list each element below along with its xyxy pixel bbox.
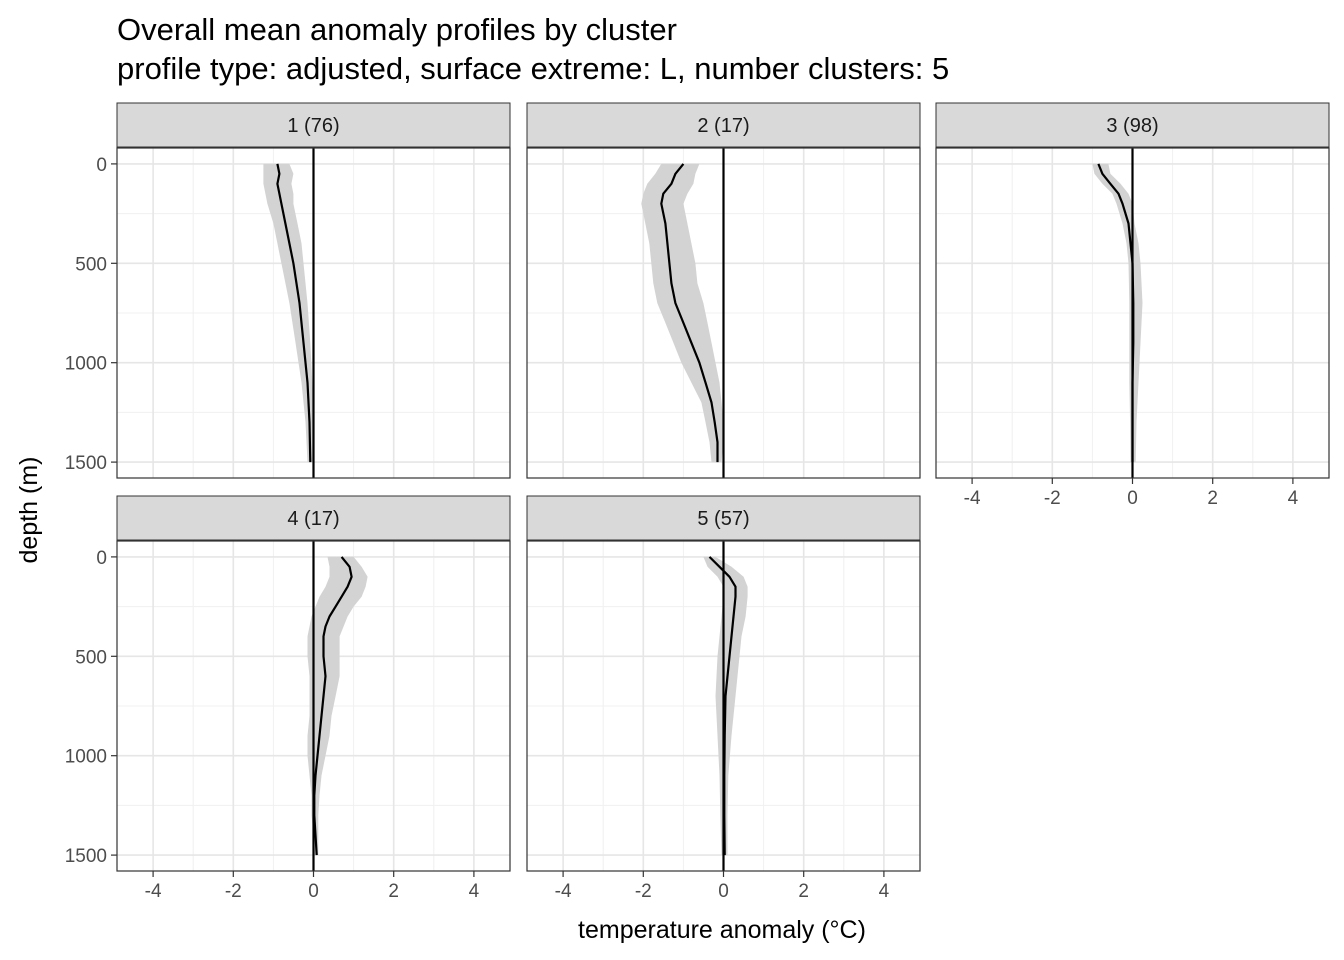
- panel-content: [527, 541, 920, 871]
- x-tick-label: 2: [388, 881, 399, 902]
- x-tick-label: 0: [308, 881, 319, 902]
- y-tick-label: 0: [96, 548, 107, 569]
- x-axis-title: temperature anomaly (°C): [578, 916, 866, 944]
- panel-content: [936, 148, 1329, 478]
- panel-strip-label: 5 (57): [697, 508, 749, 530]
- x-tick-label: 0: [1127, 488, 1138, 509]
- x-tick-label: -2: [635, 881, 652, 902]
- panel-strip-label: 3 (98): [1106, 115, 1158, 137]
- chart-title: Overall mean anomaly profiles by cluster: [117, 12, 677, 47]
- y-tick-label: 1000: [65, 747, 107, 768]
- panel-strip-label: 1 (76): [287, 115, 339, 137]
- x-tick-label: -4: [145, 881, 162, 902]
- panel-content: [117, 148, 510, 478]
- chart-subtitle: profile type: adjusted, surface extreme:…: [117, 51, 949, 86]
- y-tick-label: 1000: [65, 354, 107, 375]
- y-tick-label: 500: [75, 647, 107, 668]
- panel-1: 1 (76) 0 500 1000 1500: [65, 102, 511, 479]
- panel-strip: [935, 102, 1330, 148]
- y-tick-label: 1500: [65, 453, 107, 474]
- panel-content: [527, 148, 920, 478]
- x-tick-label: 2: [1207, 488, 1218, 509]
- x-tick-label: 0: [718, 881, 729, 902]
- x-tick-label: -4: [555, 881, 572, 902]
- panel-border: [116, 147, 511, 479]
- y-tick-label: 0: [96, 155, 107, 176]
- y-tick-label: 500: [75, 254, 107, 275]
- panel-4: 4 (17) 0 500 1000 1500 -4 -2 0 2 4: [65, 495, 511, 902]
- y-axis-title: depth (m): [15, 457, 43, 564]
- ribbon-band: [641, 163, 724, 463]
- panel-strip-label: 4 (17): [287, 508, 339, 530]
- mean-profile-line: [708, 556, 737, 856]
- ribbon-band: [263, 163, 314, 463]
- x-tick-label: 4: [1288, 488, 1299, 509]
- y-tick-label: 1500: [65, 846, 107, 867]
- panel-content: [117, 541, 510, 871]
- panel-strip: [526, 102, 921, 148]
- panel-3: 3 (98) -4 -2 0 2 4: [935, 102, 1330, 509]
- mean-profile-line: [276, 163, 312, 463]
- panel-strip-label: 2 (17): [697, 115, 749, 137]
- x-tick-label: 4: [879, 881, 890, 902]
- panel-strip: [116, 102, 511, 148]
- x-tick-label: 2: [798, 881, 809, 902]
- panel-strip: [526, 495, 921, 541]
- ribbon-band: [307, 556, 368, 856]
- mean-profile-line: [660, 163, 719, 463]
- mean-profile-line: [1097, 163, 1135, 463]
- panel-strip: [116, 495, 511, 541]
- panel-2: 2 (17): [526, 102, 921, 479]
- mean-profile-line: [313, 556, 353, 856]
- x-tick-label: -2: [225, 881, 242, 902]
- x-tick-label: 4: [469, 881, 480, 902]
- panel-border: [526, 147, 921, 479]
- panel-5: 5 (57) -4 -2 0 2 4: [526, 495, 921, 902]
- x-tick-label: -2: [1044, 488, 1061, 509]
- x-tick-label: -4: [964, 488, 981, 509]
